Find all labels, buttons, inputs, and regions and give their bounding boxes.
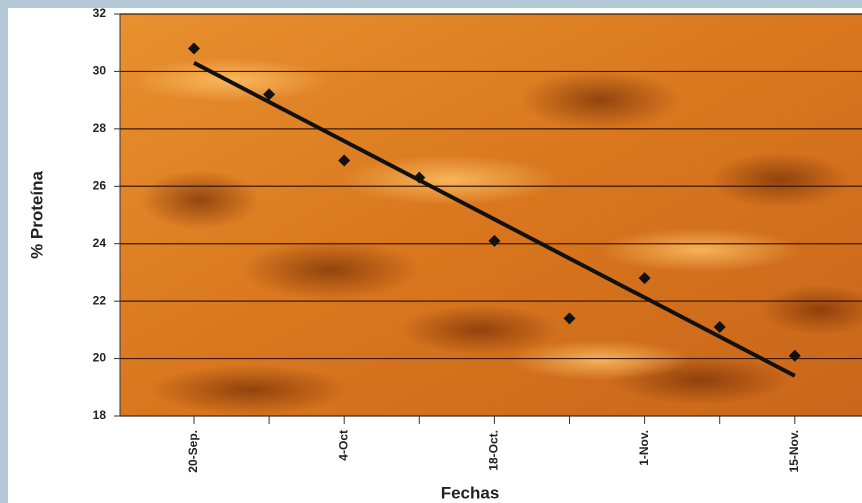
x-tick-label: 20-Sep. xyxy=(186,430,200,473)
x-axis-label: Fechas xyxy=(441,483,500,502)
data-point xyxy=(338,154,351,167)
plot-texture xyxy=(120,14,862,416)
data-point xyxy=(263,88,276,101)
trendline xyxy=(193,61,796,378)
data-point xyxy=(188,42,200,55)
data-point xyxy=(488,234,501,247)
frame xyxy=(0,0,8,503)
x-tick-label: 1-Nov. xyxy=(637,430,651,466)
data-point xyxy=(713,320,726,333)
y-tick-label: 28 xyxy=(93,121,107,135)
y-tick-label: 32 xyxy=(93,6,107,20)
data-point xyxy=(563,312,576,325)
y-tick-label: 26 xyxy=(93,178,107,192)
y-tick-label: 24 xyxy=(93,236,107,250)
x-tick-label: 4-Oct xyxy=(336,430,350,461)
y-tick-label: 20 xyxy=(93,351,107,365)
frame xyxy=(0,0,862,8)
y-tick-label: 18 xyxy=(93,408,107,422)
y-tick-label: 30 xyxy=(93,64,107,78)
data-point xyxy=(788,349,801,362)
y-tick-label: 22 xyxy=(93,293,107,307)
data-point xyxy=(638,272,651,285)
x-tick-label: 18-Oct. xyxy=(487,430,501,471)
x-tick-label: 15-Nov. xyxy=(787,430,801,472)
y-axis-label: % Proteína xyxy=(27,171,46,259)
